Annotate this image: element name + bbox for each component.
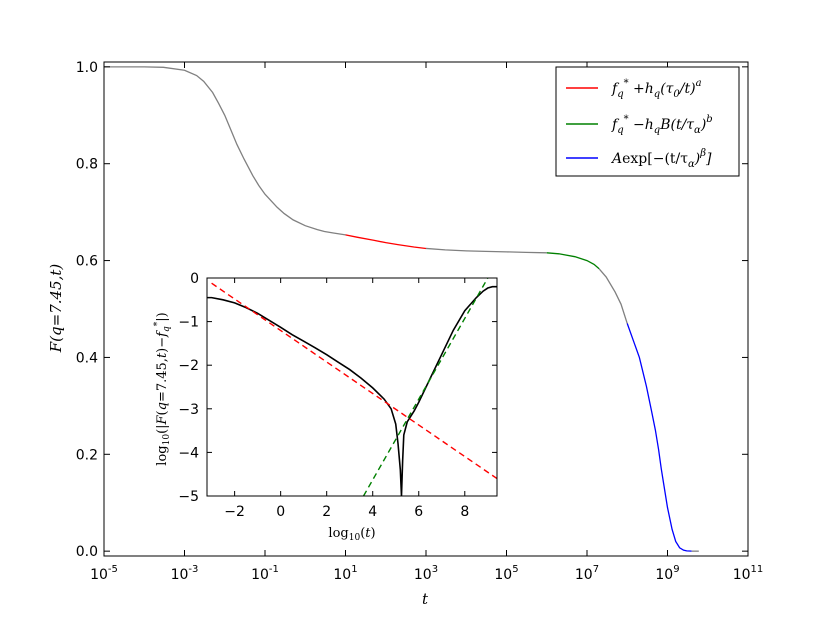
inset-x-tick-label: 2 bbox=[322, 504, 331, 520]
main-y-tick-label: 0.2 bbox=[76, 447, 98, 463]
inset-series-line-1 bbox=[211, 282, 498, 480]
inset-series-group bbox=[207, 277, 498, 497]
main-series-group bbox=[104, 66, 699, 552]
inset-axes-frame bbox=[206, 277, 498, 497]
inset-x-tick-label: 6 bbox=[414, 504, 423, 520]
main-x-tick-label: 10-1 bbox=[251, 564, 279, 583]
inset-x-tick-label: −2 bbox=[224, 504, 245, 520]
legend-label-2: Aexp[−(t/τα)β] bbox=[610, 148, 712, 170]
main-x-tick-label: 1011 bbox=[733, 564, 764, 583]
main-x-tick-label: 109 bbox=[655, 564, 679, 583]
inset-x-axis-label: log10(t) bbox=[328, 526, 375, 543]
inset-y-tick-label: 0 bbox=[190, 271, 199, 287]
main-x-tick-label: 105 bbox=[494, 564, 518, 583]
main-series-line-2 bbox=[425, 247, 547, 254]
main-x-tick-label: 10-5 bbox=[90, 564, 118, 583]
inset-series-line-2 bbox=[362, 277, 489, 497]
inset-plot: −2 0 2 4 6 8 0 −1 −2 −3 −4 −5 log10(t) log10(|F(q=… bbox=[153, 271, 498, 543]
main-y-tick-label: 0.8 bbox=[76, 157, 98, 173]
main-x-ticks: 10-5 10-3 10-1 101 103 105 107 109 1011 bbox=[90, 62, 763, 583]
main-series-line-4 bbox=[598, 268, 628, 324]
inset-y-tick-label: −5 bbox=[178, 489, 199, 505]
inset-y-ticks: 0 −1 −2 −3 −4 −5 bbox=[178, 271, 497, 505]
main-y-tick-label: 0.0 bbox=[76, 544, 98, 560]
inset-y-tick-label: −2 bbox=[178, 358, 199, 374]
main-series-line-3 bbox=[546, 252, 600, 270]
inset-y-tick-label: −4 bbox=[178, 445, 199, 461]
main-x-tick-label: 103 bbox=[414, 564, 438, 583]
inset-y-tick-label: −1 bbox=[178, 315, 199, 331]
main-y-tick-label: 0.4 bbox=[76, 350, 98, 366]
inset-x-tick-label: 4 bbox=[368, 504, 377, 520]
main-series-line-5 bbox=[626, 323, 692, 552]
inset-series-line-0 bbox=[207, 285, 497, 497]
main-plot: 10-5 10-3 10-1 101 103 105 107 109 1011 0.00.20.… bbox=[47, 60, 763, 608]
inset-y-axis-label: log10(|F(q=7.45,t)−fq*|) bbox=[153, 312, 172, 465]
inset-x-ticks: −2 0 2 4 6 8 bbox=[224, 278, 469, 520]
inset-y-tick-label: −3 bbox=[178, 402, 199, 418]
legend-label-0: fq* +hq(τ0/t)a bbox=[611, 78, 702, 100]
main-x-axis-label: t bbox=[422, 590, 429, 608]
legend-entries: fq* +hq(τ0/t)a fq* −hqB(t/τα)b Aexp[−(t/τα… bbox=[566, 78, 713, 170]
main-series-line-1 bbox=[345, 234, 427, 250]
main-x-tick-label: 107 bbox=[575, 564, 599, 583]
main-y-ticks: 0.0 0.2 0.4 0.6 0.8 1.0 bbox=[76, 60, 748, 560]
inset-x-tick-label: 0 bbox=[276, 504, 285, 520]
main-x-tick-label: 101 bbox=[333, 564, 357, 583]
main-y-axis-label: F(q=7.45,t) bbox=[47, 264, 65, 354]
inset-background bbox=[207, 278, 497, 496]
main-x-tick-label: 10-3 bbox=[171, 564, 199, 583]
inset-x-tick-label: 8 bbox=[460, 504, 469, 520]
legend: fq* +hq(τ0/t)a fq* −hqB(t/τα)b Aexp[−(t/τα… bbox=[555, 66, 740, 177]
main-y-tick-label: 0.6 bbox=[76, 254, 98, 270]
main-y-tick-label: 1.0 bbox=[76, 60, 98, 76]
legend-label-1: fq* −hqB(t/τα)b bbox=[611, 114, 713, 136]
main-series-line-0 bbox=[104, 66, 346, 236]
